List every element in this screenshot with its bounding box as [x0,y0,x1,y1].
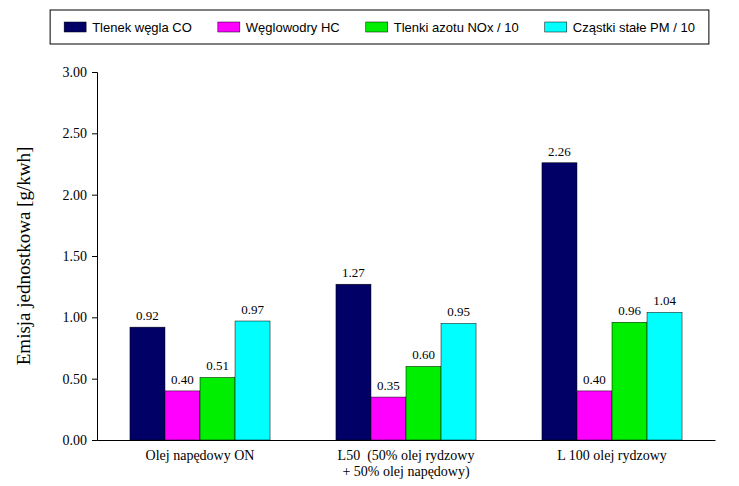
data-labels: 0.92 1.27 2.26 0.40 0.35 0.40 0.51 0.60 0.96 0.97… [136,144,676,393]
bar [647,312,682,440]
y-tick-mark [92,379,97,380]
y-tick-mark [92,317,97,318]
data-label: 0.96 [618,303,641,318]
legend-swatch [64,22,86,32]
bar [542,163,577,440]
legend-swatch [545,22,567,32]
data-label: 0.95 [447,304,470,319]
x-axis-line [98,440,716,441]
y-tick-label: 0.50 [63,372,88,387]
bar [441,323,476,440]
data-label: 0.97 [241,302,264,317]
y-tick-mark [92,440,97,441]
legend-label: Węglowodry HC [246,20,340,35]
y-tick: 2.00 [63,188,98,203]
bar [336,284,371,440]
x-axis: Olej napędowy ON L50 (50% olej rydzowy+ 5… [98,440,716,480]
x-tick-label: Olej napędowy ON [146,448,255,463]
bar [612,322,647,440]
data-label: 0.35 [377,378,400,393]
data-label: 0.60 [412,347,435,362]
y-tick: 1.50 [63,249,98,264]
bar [371,397,406,440]
data-label: 0.92 [136,308,159,323]
y-tick-label: 3.00 [63,65,88,80]
y-axis: 0.00 0.50 1.00 1.50 2.00 2.50 3.00 [63,65,98,448]
y-tick-mark [92,133,97,134]
legend-frame [50,10,709,44]
data-label: 2.26 [548,144,571,159]
y-tick-label: 1.00 [63,310,88,325]
y-axis-line [92,73,98,441]
legend-swatch [366,22,388,32]
legend-swatch [218,22,240,32]
bar [200,377,235,440]
bar [577,391,612,440]
legend-label: Tlenek węgla CO [92,20,192,35]
x-tick: L50 (50% olej rydzowy+ 50% olej napędowy… [338,440,475,480]
x-tick: L 100 olej rydzowy [557,440,667,463]
data-label: 0.51 [206,358,229,373]
y-tick: 2.50 [63,126,98,141]
data-label: 0.40 [171,372,194,387]
data-label: 1.27 [342,265,365,280]
y-tick: 0.00 [63,433,98,448]
y-axis-title: Emisja jednostkowa [g/kwh] [13,147,34,365]
y-tick: 0.50 [63,372,98,387]
bar [130,327,165,440]
x-tick-label: L 100 olej rydzowy [557,448,667,463]
y-tick-label: 0.00 [63,433,88,448]
y-tick-mark [92,72,97,73]
bar [406,366,441,440]
data-label: 1.04 [653,293,676,308]
y-tick-mark [92,256,97,257]
legend-label: Cząstki stałe PM / 10 [573,20,695,35]
bar [235,321,270,440]
y-tick: 3.00 [63,65,98,80]
x-tick: Olej napędowy ON [146,440,255,463]
y-tick-label: 2.50 [63,126,88,141]
legend: Tlenek węgla CO Węglowodry HC Tlenki azotu… [50,10,709,44]
data-label: 0.40 [583,372,606,387]
chart: 0.92 1.27 2.26 0.40 0.35 0.40 0.51 0.60 0.96 0.97… [0,0,739,486]
y-tick-label: 2.00 [63,188,88,203]
bar [165,391,200,440]
x-tick-label: L50 (50% olej rydzowy+ 50% olej napędowy… [338,448,475,480]
legend-label: Tlenki azotu NOx / 10 [394,20,519,35]
y-tick-mark [92,195,97,196]
bars [130,163,682,440]
y-tick-label: 1.50 [63,249,88,264]
y-tick: 1.00 [63,310,98,325]
